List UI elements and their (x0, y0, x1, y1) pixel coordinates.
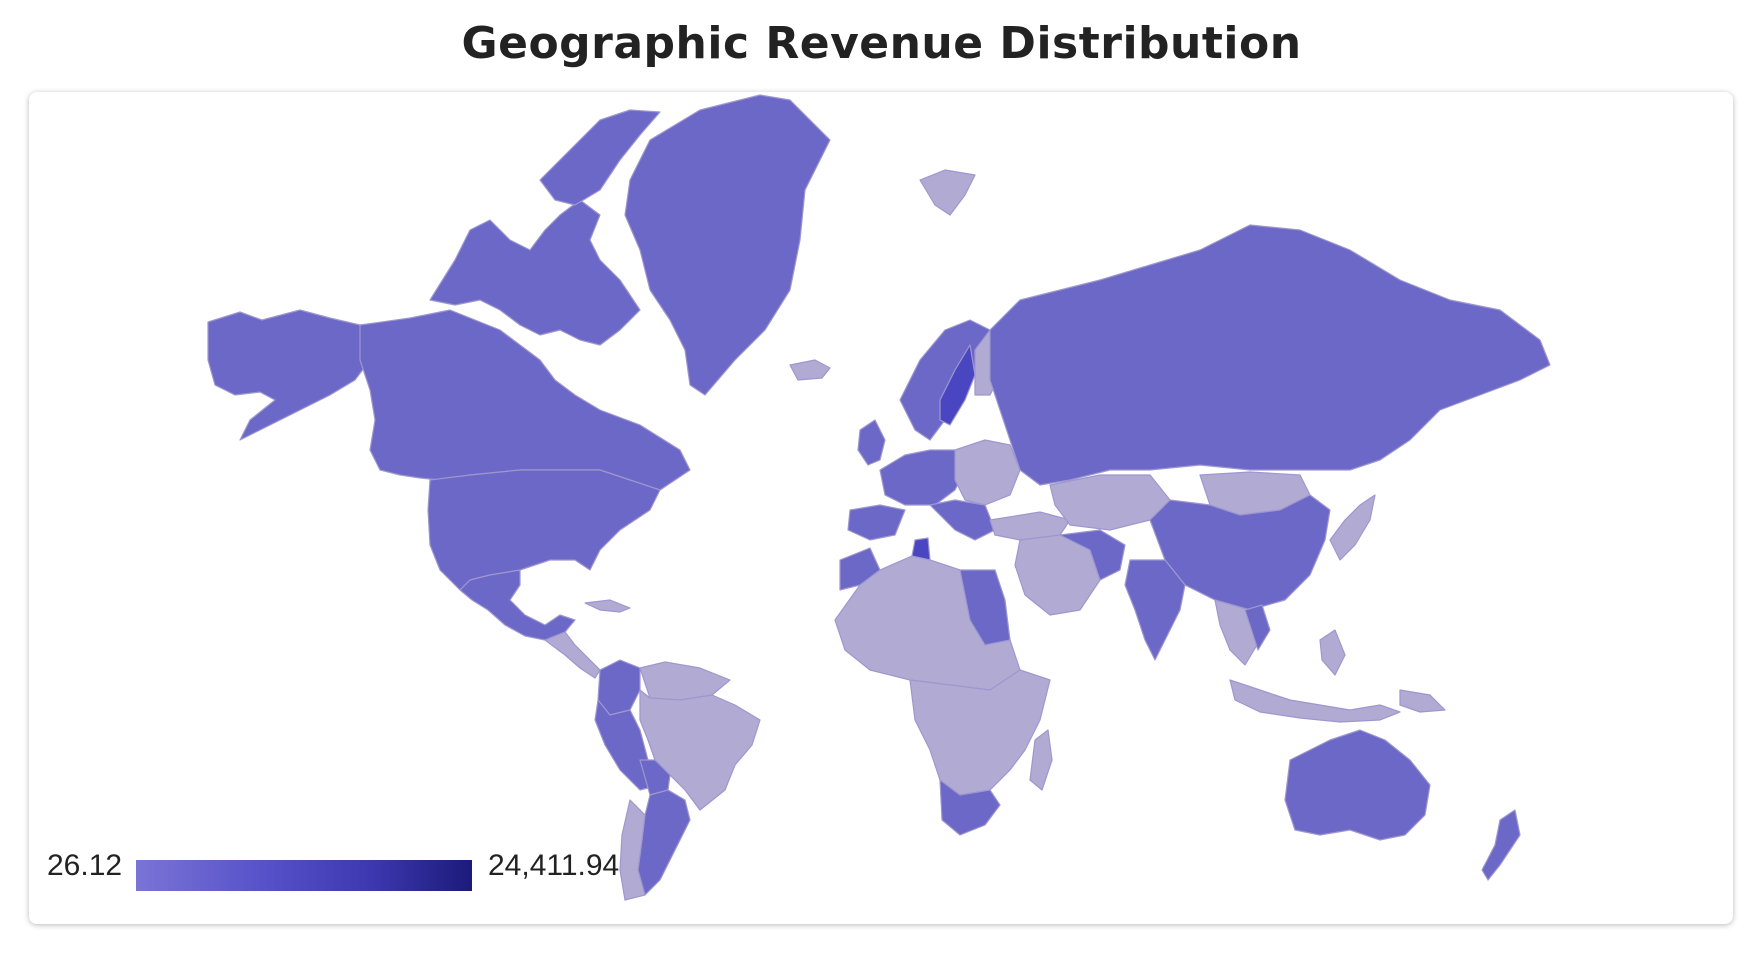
country-iberia[interactable] (847, 504, 906, 541)
country-chile[interactable] (619, 799, 646, 901)
country-australia[interactable] (1284, 729, 1431, 841)
map-card: 26.12 24,411.94 (29, 92, 1733, 924)
country-uk[interactable] (857, 419, 886, 466)
greenland (624, 94, 831, 396)
country-eastern-europe[interactable] (954, 439, 1021, 506)
country-canada-islands[interactable] (429, 199, 641, 346)
country-usa[interactable] (427, 469, 661, 591)
country-brazil[interactable] (639, 689, 761, 811)
country-vietnam[interactable] (1244, 604, 1271, 651)
chart-title: Geographic Revenue Distribution (461, 18, 1302, 69)
country-indonesia[interactable] (1229, 679, 1401, 723)
country-china[interactable] (1149, 494, 1331, 611)
country-alaska[interactable] (207, 309, 371, 441)
country-svalbard[interactable] (919, 169, 976, 216)
country-new-zealand[interactable] (1481, 809, 1521, 881)
russia-asia (989, 224, 1551, 723)
country-south-africa[interactable] (939, 779, 1001, 836)
country-canada-arctic[interactable] (539, 109, 661, 206)
country-cuba[interactable] (584, 599, 631, 613)
country-iceland[interactable] (789, 359, 831, 381)
country-papua[interactable] (1399, 689, 1446, 713)
legend-gradient-bar (136, 860, 472, 891)
europe (847, 169, 1071, 541)
country-colombia[interactable] (597, 659, 641, 716)
country-philippines[interactable] (1319, 629, 1346, 676)
country-western-europe[interactable] (879, 449, 966, 506)
country-central-africa[interactable] (909, 669, 1051, 796)
oceania (1284, 689, 1521, 881)
country-argentina[interactable] (637, 789, 691, 896)
legend-min-label: 26.12 (47, 849, 123, 882)
country-venezuela-guianas[interactable] (639, 661, 731, 701)
legend-max-label: 24,411.94 (488, 849, 620, 882)
south-america (594, 659, 761, 901)
country-madagascar[interactable] (1029, 729, 1053, 791)
country-egypt-sudan[interactable] (959, 569, 1011, 646)
country-india[interactable] (1124, 559, 1186, 661)
country-iran[interactable] (1059, 529, 1126, 581)
country-italy-balkans[interactable] (929, 499, 996, 541)
world-map[interactable] (29, 92, 1733, 924)
country-mexico[interactable] (459, 569, 576, 641)
north-america (207, 109, 691, 679)
country-canada[interactable] (359, 309, 691, 491)
country-japan-korea[interactable] (1329, 494, 1376, 561)
country-central-america[interactable] (544, 631, 601, 679)
country-sweden[interactable] (939, 344, 976, 426)
africa (834, 537, 1053, 836)
country-russia[interactable] (989, 224, 1551, 486)
country-greenland[interactable] (624, 94, 831, 396)
country-bolivia[interactable] (639, 759, 671, 796)
